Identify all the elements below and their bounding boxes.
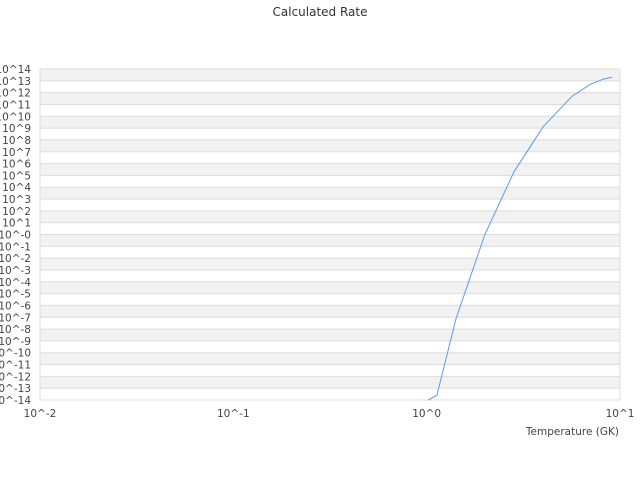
y-tick-label: 10^7: [2, 147, 31, 159]
y-tick-label: 10^5: [2, 170, 31, 182]
y-tick-label: 10^10: [0, 111, 31, 123]
x-tick-label: 10^1: [606, 408, 635, 420]
grid-band: [40, 187, 620, 200]
y-tick-label: 10^2: [2, 206, 31, 218]
y-tick-label: 10^-3: [0, 265, 31, 277]
y-tick-label: 10^-8: [0, 324, 31, 336]
series-line: [428, 76, 613, 401]
grid-band: [40, 163, 620, 176]
y-tick-label: 10^-5: [0, 289, 31, 301]
grid-band: [40, 258, 620, 270]
y-tick-label: 10^14: [0, 64, 31, 76]
y-tick-label: 10^-14: [0, 395, 31, 407]
grid-band: [40, 139, 620, 152]
y-tick-label: 10^-9: [0, 336, 31, 348]
y-tick-label: 10^13: [0, 76, 31, 88]
x-tick-label: 10^-1: [217, 408, 250, 420]
y-tick-label: 10^6: [2, 159, 31, 171]
y-tick-label: 10^12: [0, 88, 31, 100]
y-tick-label: 10^-4: [0, 277, 31, 289]
y-tick-label: 10^-1: [0, 241, 31, 253]
grid-band: [40, 305, 620, 318]
y-tick-label: 10^-0: [0, 230, 31, 242]
y-tick-label: 10^-13: [0, 383, 31, 395]
y-tick-label: 10^8: [2, 135, 31, 147]
grid-band: [40, 69, 620, 81]
y-tick-label: 10^1: [2, 218, 31, 230]
chart-title: Calculated Rate: [272, 5, 368, 19]
y-tick-label: 10^-2: [0, 253, 31, 265]
y-tick-label: 10^9: [2, 123, 31, 135]
grid-band: [40, 116, 620, 129]
y-tick-label: 10^4: [2, 182, 31, 194]
grid-band: [40, 281, 620, 294]
x-tick-label: 10^0: [412, 408, 441, 420]
grid-band: [40, 210, 620, 223]
y-tick-label: 10^11: [0, 99, 31, 111]
grid-band: [40, 352, 620, 365]
y-tick-label: 10^-11: [0, 360, 31, 372]
grid-band: [40, 376, 620, 389]
y-tick-label: 10^-12: [0, 371, 31, 383]
x-tick-label: 10^-2: [24, 408, 57, 420]
y-tick-label: 10^3: [2, 194, 31, 206]
y-tick-label: 10^-10: [0, 348, 31, 360]
grid-band: [40, 329, 620, 341]
y-tick-label: 10^-7: [0, 312, 31, 324]
y-tick-label: 10^-6: [0, 300, 31, 312]
grid-band: [40, 234, 620, 247]
grid-band: [40, 92, 620, 105]
x-axis-label: Temperature (GK): [525, 426, 619, 438]
